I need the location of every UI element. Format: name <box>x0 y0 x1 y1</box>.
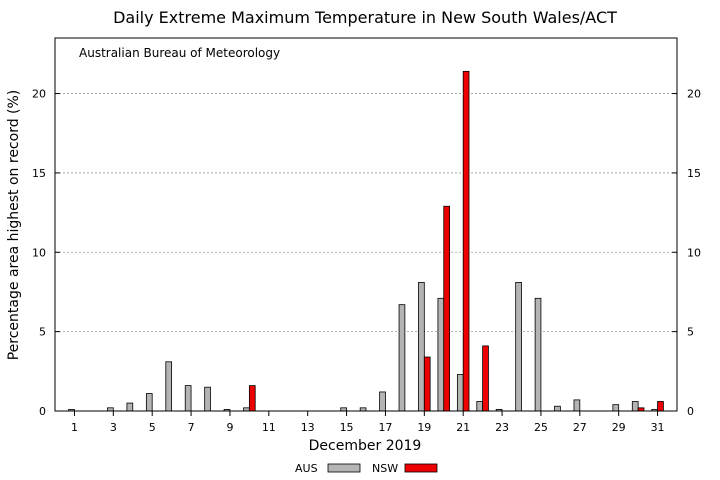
y-tick-label-left: 10 <box>32 246 46 259</box>
y-tick-label-left: 15 <box>32 167 46 180</box>
y-tick-label-left: 20 <box>32 88 46 101</box>
x-tick-label: 19 <box>417 421 431 434</box>
x-axis-ticks: 1 3 5 7 9 11 13 15 17 19 21 23 25 27 29 31 <box>71 411 665 434</box>
legend-label-aus: AUS <box>295 462 318 475</box>
x-tick-label: 17 <box>378 421 392 434</box>
y-axis-ticks: 0 0 5 5 10 10 15 15 20 20 <box>32 88 701 418</box>
bar-aus-day-18 <box>398 304 406 412</box>
bar-aus-day-29 <box>612 404 620 412</box>
y-tick-label-right: 15 <box>687 167 701 180</box>
bar-nsw-day-10 <box>248 385 256 412</box>
gridlines <box>55 93 677 333</box>
x-tick-label: 5 <box>149 421 156 434</box>
bar-aus-day-27 <box>573 399 581 412</box>
y-tick-label-right: 5 <box>687 326 694 339</box>
bar-aus-day-8 <box>204 386 211 412</box>
bar-aus-day-26 <box>554 405 561 412</box>
bar-nsw-day-31 <box>657 401 664 412</box>
legend-label-nsw: NSW <box>372 462 398 475</box>
bar-aus-day-21 <box>456 374 464 412</box>
legend-swatch-nsw <box>404 463 438 473</box>
bar-aus-day-6 <box>165 361 173 412</box>
x-axis-title: December 2019 <box>309 438 422 454</box>
x-tick-label: 7 <box>188 421 195 434</box>
bar-aus-day-25 <box>534 297 542 412</box>
x-tick-label: 9 <box>226 421 233 434</box>
bar-nsw-day-20 <box>443 205 450 412</box>
x-tick-label: 15 <box>340 421 354 434</box>
bar-aus-day-22 <box>476 401 484 412</box>
x-tick-label: 31 <box>651 421 665 434</box>
bar-aus-day-7 <box>184 385 192 412</box>
source-annotation: Australian Bureau of Meteorology <box>79 46 280 60</box>
bar-aus-day-30 <box>631 401 639 412</box>
y-tick-label-left: 5 <box>39 326 46 339</box>
x-tick-label: 29 <box>612 421 626 434</box>
x-tick-label: 27 <box>573 421 587 434</box>
bar-aus-day-17 <box>379 391 386 412</box>
chart-title: Daily Extreme Maximum Temperature in New… <box>113 8 617 27</box>
bar-nsw-day-22 <box>482 345 489 412</box>
legend-swatch-aus <box>327 463 361 473</box>
y-tick-label-left: 0 <box>39 405 46 418</box>
plot-frame <box>54 37 678 412</box>
x-tick-label: 3 <box>110 421 117 434</box>
bar-aus-day-19 <box>418 282 425 412</box>
y-axis-title: Percentage area highest on record (%) <box>6 90 22 361</box>
bars-group <box>68 70 664 412</box>
bar-aus-day-20 <box>437 297 445 412</box>
x-tick-label: 23 <box>495 421 509 434</box>
y-tick-label-right: 20 <box>687 88 701 101</box>
bar-nsw-day-19 <box>423 356 431 412</box>
y-tick-label-right: 0 <box>687 405 694 418</box>
bar-nsw-day-21 <box>462 70 470 412</box>
y-tick-label-right: 10 <box>687 246 701 259</box>
bar-aus-day-24 <box>515 282 522 412</box>
x-tick-label: 11 <box>262 421 276 434</box>
legend: AUS NSW <box>295 462 438 475</box>
x-tick-label: 13 <box>301 421 315 434</box>
bar-aus-day-4 <box>126 402 134 412</box>
x-tick-label: 25 <box>534 421 548 434</box>
bar-aus-day-5 <box>145 393 153 412</box>
x-tick-label: 1 <box>71 421 78 434</box>
x-tick-label: 21 <box>456 421 470 434</box>
